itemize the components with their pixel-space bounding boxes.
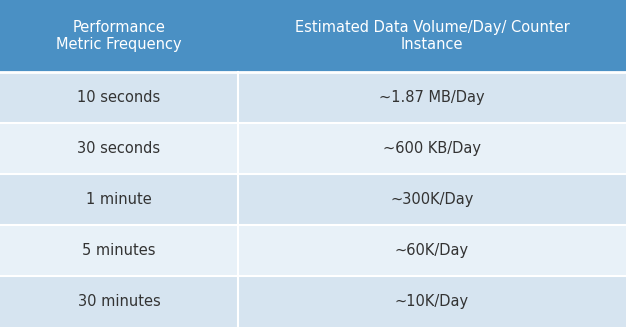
Text: ~300K/Day: ~300K/Day [390, 192, 474, 207]
Bar [238, 123, 626, 174]
Bar [238, 174, 626, 225]
Text: 30 minutes: 30 minutes [78, 294, 160, 309]
Bar [0, 123, 238, 174]
Bar [0, 72, 238, 123]
Text: 1 minute: 1 minute [86, 192, 152, 207]
Bar [0, 0, 238, 72]
Bar [238, 276, 626, 327]
Text: ~60K/Day: ~60K/Day [395, 243, 469, 258]
Text: Performance
Metric Frequency: Performance Metric Frequency [56, 20, 182, 52]
Text: 10 seconds: 10 seconds [78, 90, 160, 105]
Bar [0, 225, 238, 276]
Bar [238, 0, 626, 72]
Text: ~10K/Day: ~10K/Day [395, 294, 469, 309]
Text: Estimated Data Volume/Day/ Counter
Instance: Estimated Data Volume/Day/ Counter Insta… [295, 20, 569, 52]
Bar [238, 72, 626, 123]
Bar [238, 225, 626, 276]
Text: 5 minutes: 5 minutes [82, 243, 156, 258]
Text: ~600 KB/Day: ~600 KB/Day [383, 141, 481, 156]
Text: 30 seconds: 30 seconds [78, 141, 160, 156]
Text: ~1.87 MB/Day: ~1.87 MB/Day [379, 90, 485, 105]
Bar [0, 174, 238, 225]
Bar [0, 276, 238, 327]
